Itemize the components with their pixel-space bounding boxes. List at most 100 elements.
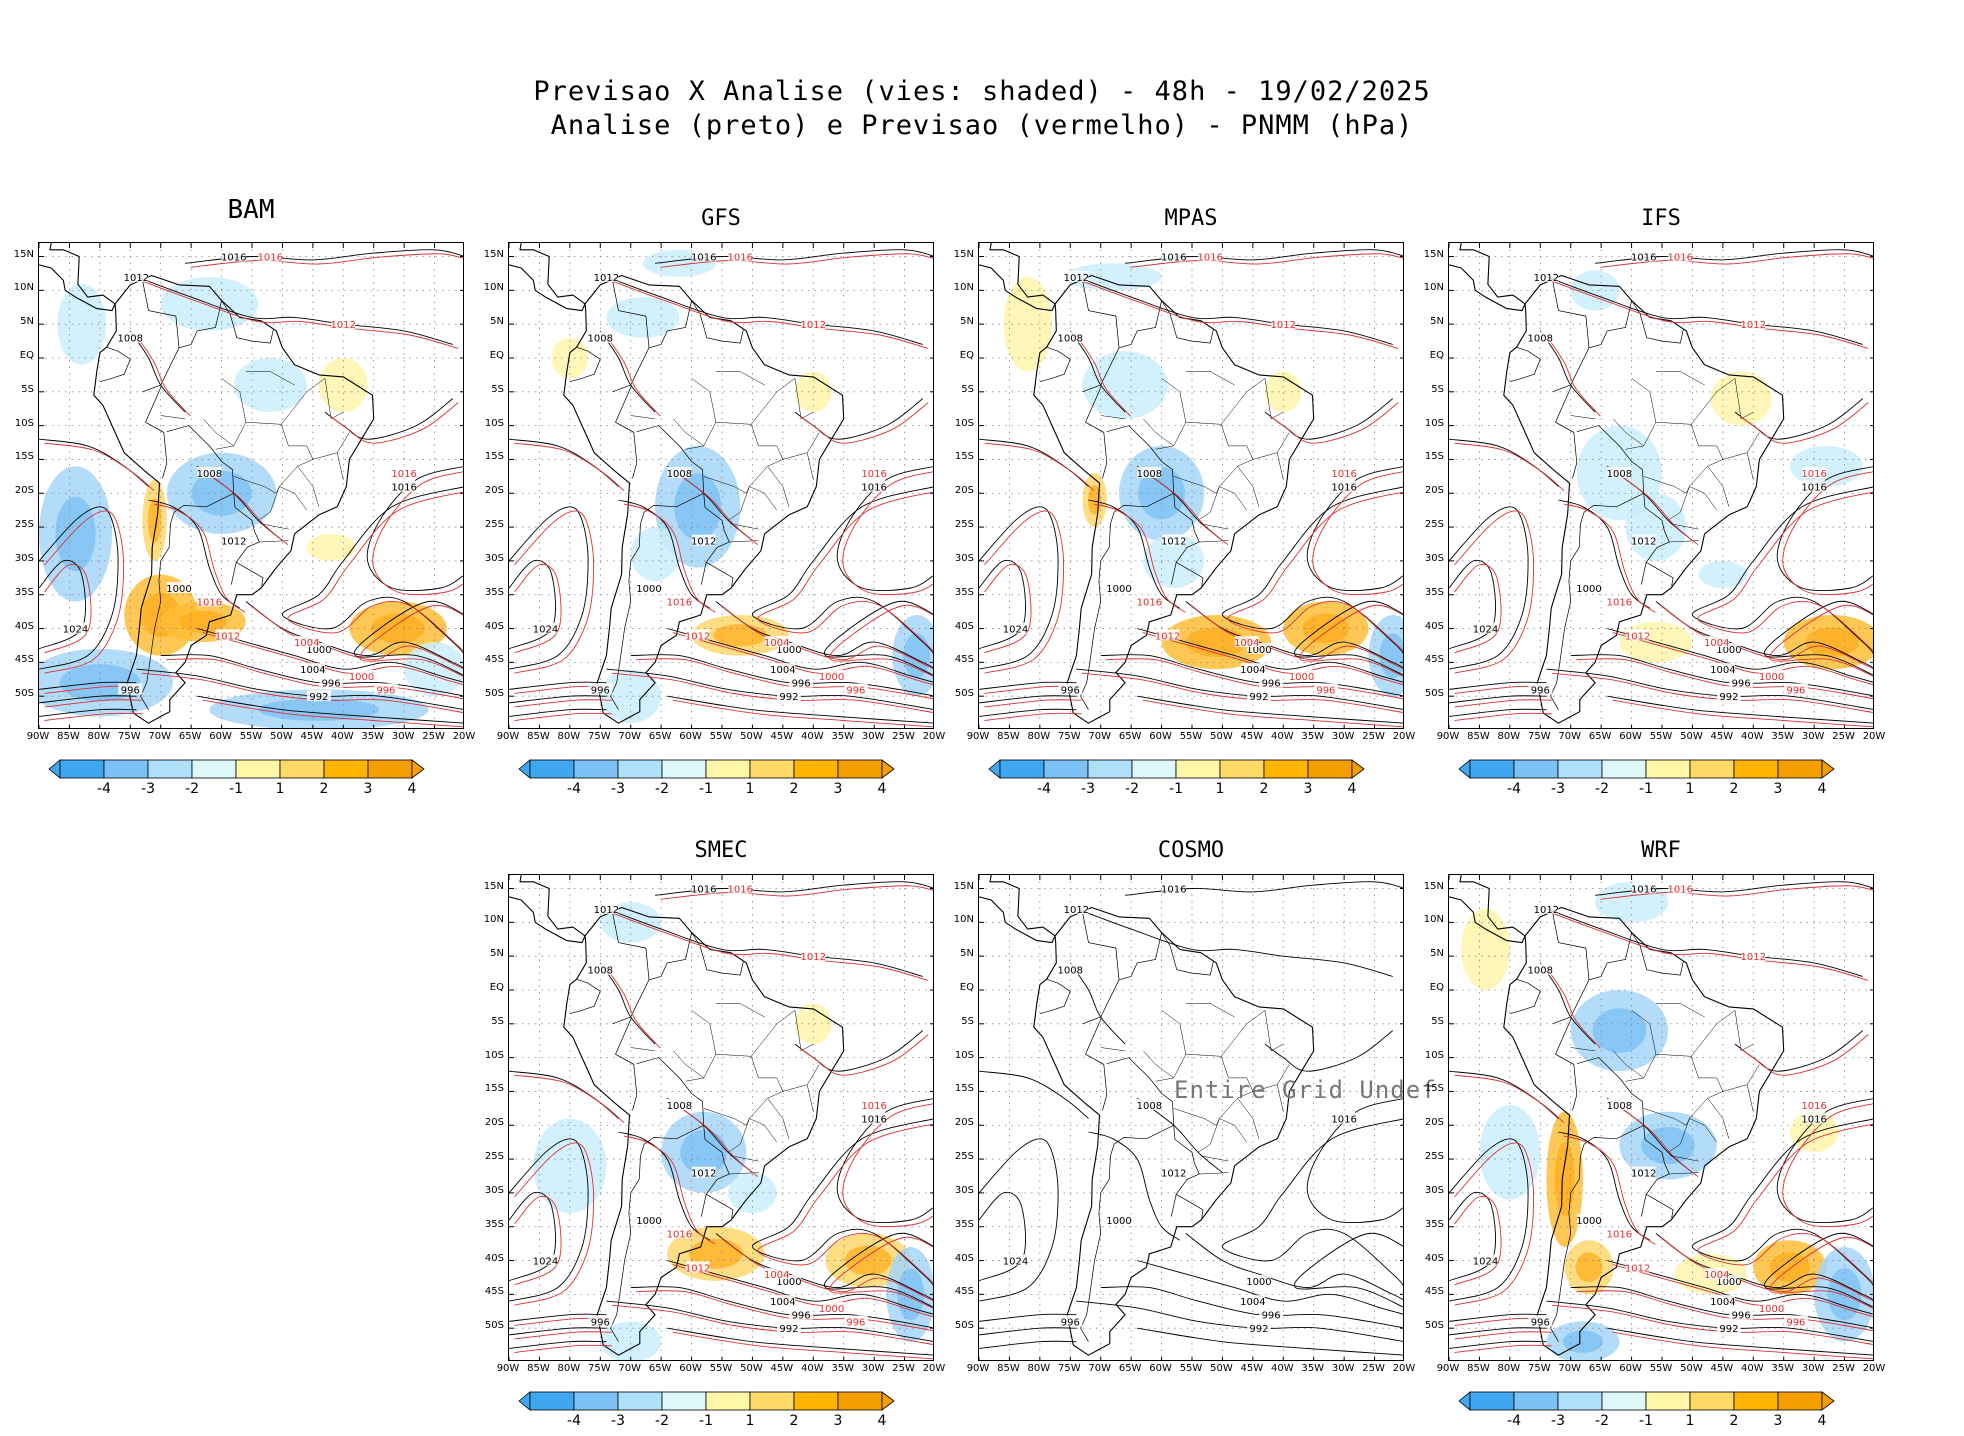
lon-label: 85W: [57, 731, 80, 742]
map-panel-bam: 1016 1012 1008 1008 1000 1004 996 992 996 1016 101…: [38, 242, 464, 729]
lon-label: 80W: [87, 731, 111, 742]
coastline: [1449, 875, 1785, 1356]
panel-title-ifs: IFS: [1641, 206, 1681, 231]
colorbar-tick-label: 1: [1215, 781, 1225, 797]
lon-label: 35W: [1771, 1363, 1795, 1374]
forecast-contour-label: 996: [1786, 1317, 1805, 1328]
lat-label: 10S: [954, 1049, 974, 1061]
analysis-contour-label: 1016: [1801, 483, 1826, 494]
lon-label: 40W: [1740, 731, 1764, 742]
lon-label: 85W: [997, 1363, 1020, 1374]
analysis-contour-label: 1012: [221, 537, 246, 548]
lat-label: 20S: [1424, 485, 1444, 497]
coastline: [979, 875, 1315, 1356]
forecast-contour-label: 996: [846, 685, 865, 696]
lon-label: 75W: [1057, 1363, 1081, 1374]
colorbar-tick-label: -4: [567, 1413, 581, 1429]
bias-area: [1479, 1104, 1541, 1200]
lat-label: 50S: [484, 1320, 504, 1332]
lat-label: 5N: [490, 316, 504, 328]
lon-label: 55W: [709, 731, 733, 742]
lat-label: 15S: [484, 451, 504, 463]
forecast-contour-label: 1016: [1607, 1229, 1632, 1240]
lat-label: 15S: [484, 1083, 504, 1095]
bias-area: [1082, 351, 1168, 419]
forecast-contour-label: 1012: [215, 631, 240, 642]
lon-label: 85W: [997, 731, 1020, 742]
lon-label: 65W: [1118, 731, 1142, 742]
lat-label: 5S: [491, 1015, 504, 1027]
analysis-contour-label: 1004: [1240, 665, 1265, 676]
lat-label: 5S: [1431, 1015, 1444, 1027]
analysis-contour-label: 996: [1061, 1317, 1080, 1328]
lat-label: 20S: [1424, 1117, 1444, 1129]
colorbar-tick-label: -4: [567, 781, 581, 797]
lat-label: 35S: [484, 1218, 504, 1230]
forecast-contour-label: 1012: [1155, 631, 1180, 642]
colorbar-tick-label: 2: [319, 781, 329, 797]
lat-label: 5S: [21, 383, 34, 395]
country-borders: [99, 280, 350, 710]
analysis-contour-label: 1000: [1716, 645, 1741, 656]
lat-label: 45S: [484, 654, 504, 666]
map-panel-mpas: 1016 1012 1008 1008 1000 1004 996 992 996 1016 101…: [978, 242, 1404, 729]
lat-label: 25S: [1424, 519, 1444, 531]
colorbar-tick-label: 2: [1729, 1413, 1739, 1429]
lon-label: 60W: [679, 1363, 702, 1374]
lon-label: 20W: [922, 731, 946, 742]
forecast-contour-label: 1012: [1741, 952, 1766, 963]
analysis-contour-label: 1008: [1137, 1101, 1162, 1112]
colorbar-wrf: [1458, 1391, 1835, 1411]
analysis-contour-label: 1012: [1631, 537, 1656, 548]
analysis-contour-label: 1012: [1534, 905, 1559, 916]
axis-ticks: [509, 875, 933, 1360]
map-mpas: 1016101210081008100010049969929961016101…: [979, 243, 1403, 728]
lat-label: 25S: [1424, 1151, 1444, 1163]
colorbar-tick-label: 2: [1259, 781, 1269, 797]
analysis-contour-label: 1000: [1576, 1216, 1601, 1227]
map-ifs: 1016101210081008100010049969929961016101…: [1449, 243, 1873, 728]
colorbar-bam: [48, 759, 425, 779]
lat-label: 10S: [1424, 417, 1444, 429]
colorbar-tick-label: 2: [789, 781, 799, 797]
lon-label: 80W: [557, 1363, 581, 1374]
lon-label: 20W: [1392, 1363, 1416, 1374]
lat-label: 40S: [14, 620, 34, 632]
analysis-contour-label: 996: [1531, 1317, 1550, 1328]
bias-core: [1592, 1008, 1647, 1053]
forecast-contour-label: 1000: [819, 1304, 844, 1315]
lon-label: 20W: [452, 731, 476, 742]
colorbar-tick-label: -1: [1639, 781, 1653, 797]
bias-area: [57, 283, 106, 365]
forecast-contour-label: 1000: [349, 672, 374, 683]
lat-label: 10N: [953, 914, 974, 926]
colorbar-tick-label: -1: [1639, 1413, 1653, 1429]
analysis-contour-label: 1012: [1534, 273, 1559, 284]
lat-label: EQ: [959, 981, 974, 993]
bias-core: [371, 613, 425, 644]
colorbar-tick-label: -1: [699, 1413, 713, 1429]
bias-area: [600, 1321, 662, 1360]
lat-label: 50S: [484, 688, 504, 700]
lon-label: 55W: [1179, 1363, 1203, 1374]
lat-label: 35S: [1424, 1218, 1444, 1230]
analysis-contour-label: 1012: [691, 1169, 716, 1180]
colorbar-tick-label: 4: [877, 781, 887, 797]
colorbar-tick-label: 4: [877, 1413, 887, 1429]
lon-label: 65W: [648, 1363, 672, 1374]
lon-label: 20W: [922, 1363, 946, 1374]
bias-area: [600, 669, 662, 724]
forecast-contour-label: 1016: [1801, 469, 1826, 480]
analysis-contour-label: 1012: [594, 905, 619, 916]
lon-label: 80W: [1027, 731, 1051, 742]
lat-label: 15S: [1424, 1083, 1444, 1095]
lon-label: 45W: [1710, 1363, 1734, 1374]
analysis-contour-label: 1016: [1161, 253, 1186, 264]
analysis-contour-label: 1024: [1473, 625, 1498, 636]
lon-label: 50W: [1680, 1363, 1703, 1374]
lon-label: 40W: [800, 1363, 824, 1374]
analysis-contour-label: 1024: [1003, 1257, 1028, 1268]
bias-core: [55, 496, 96, 572]
colorbar-mpas: [988, 759, 1365, 779]
bias-core: [897, 1268, 925, 1321]
